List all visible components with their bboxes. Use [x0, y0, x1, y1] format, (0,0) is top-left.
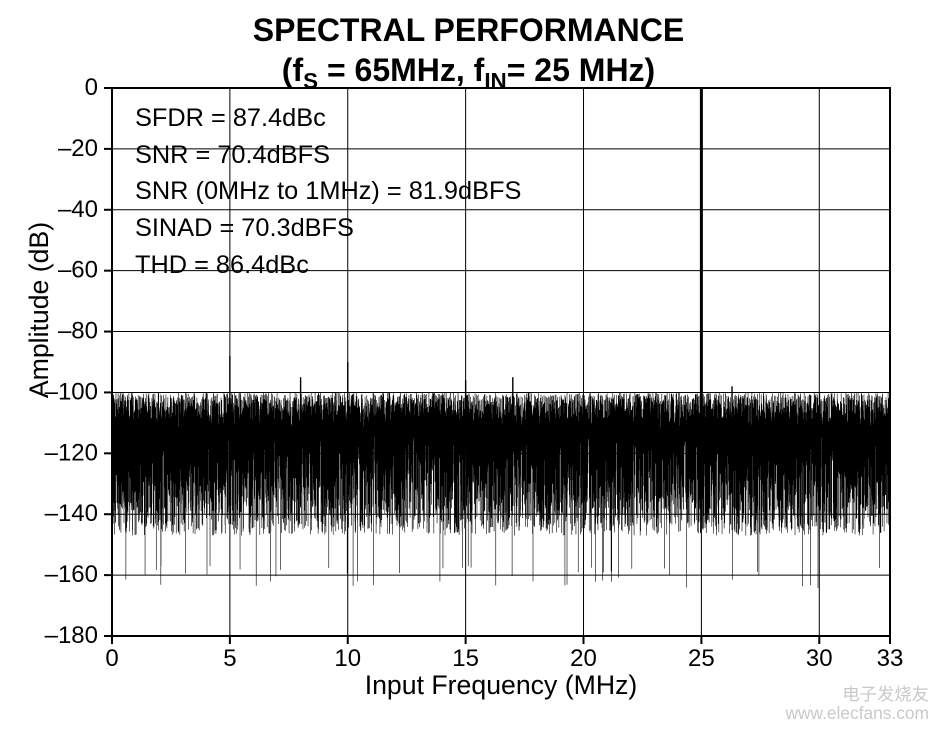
svg-text:0: 0 — [105, 645, 118, 672]
metric-line: SINAD = 70.3dBFS — [135, 210, 521, 247]
svg-text:5: 5 — [223, 645, 236, 672]
svg-text:15: 15 — [452, 645, 479, 672]
svg-text:20: 20 — [570, 645, 597, 672]
metric-line: SFDR = 87.4dBc — [135, 100, 521, 137]
svg-text:–20: –20 — [58, 135, 98, 162]
performance-metrics-box: SFDR = 87.4dBcSNR = 70.4dBFSSNR (0MHz to… — [135, 100, 521, 284]
svg-text:0: 0 — [85, 74, 98, 101]
svg-text:–180: –180 — [45, 622, 98, 649]
svg-text:33: 33 — [877, 645, 904, 672]
watermark-text-line1: 电子发烧友 — [786, 685, 930, 704]
metric-line: SNR = 70.4dBFS — [135, 137, 521, 174]
svg-text:–60: –60 — [58, 257, 98, 284]
svg-text:–80: –80 — [58, 318, 98, 345]
watermark-text-line2: www.elecfans.com — [786, 704, 930, 723]
svg-text:–120: –120 — [45, 439, 98, 466]
svg-text:–40: –40 — [58, 196, 98, 223]
svg-text:–140: –140 — [45, 500, 98, 527]
watermark: 电子发烧友 www.elecfans.com — [786, 685, 930, 723]
metric-line: SNR (0MHz to 1MHz) = 81.9dBFS — [135, 173, 521, 210]
figure-container: SPECTRAL PERFORMANCE (fS = 65MHz, fIN= 2… — [0, 0, 937, 729]
svg-text:30: 30 — [806, 645, 833, 672]
svg-text:25: 25 — [688, 645, 715, 672]
svg-text:–160: –160 — [45, 561, 98, 588]
metric-line: THD = 86.4dBc — [135, 247, 521, 284]
svg-text:–100: –100 — [45, 378, 98, 405]
svg-text:10: 10 — [334, 645, 361, 672]
